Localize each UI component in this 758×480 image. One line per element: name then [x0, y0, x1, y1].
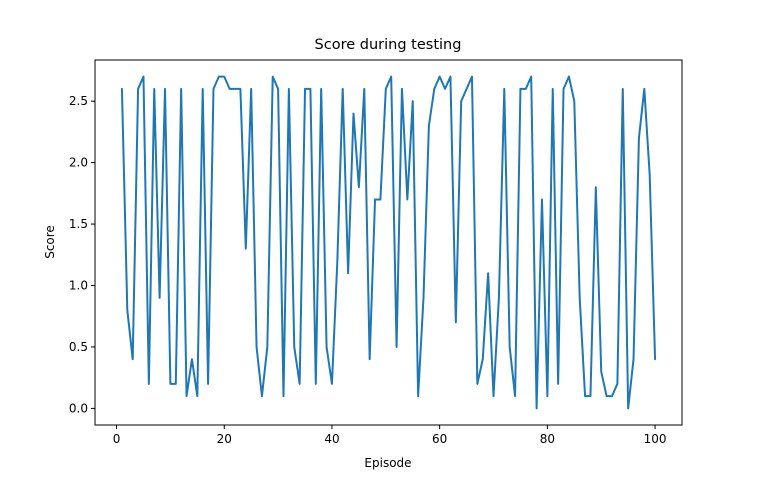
- y-tick-label: 2.0: [69, 156, 88, 170]
- x-tick-label: 80: [540, 432, 555, 446]
- x-tick-label: 0: [113, 432, 121, 446]
- axes-frame: [94, 59, 683, 426]
- series-line-0: [120, 75, 657, 410]
- x-tick-label: 60: [432, 432, 447, 446]
- x-axis-title: Episode: [364, 456, 411, 470]
- x-tick-label: 100: [644, 432, 667, 446]
- y-tick-label: 2.5: [69, 94, 88, 108]
- y-tick-label: 0.0: [69, 401, 88, 415]
- y-tick-label: 0.5: [69, 340, 88, 354]
- x-tick-label: 20: [217, 432, 232, 446]
- plot-area: 0 20 40 60 80 100 0.0 0.5 1.0 1.5 2.0 2.5: [69, 59, 683, 446]
- y-tick-label: 1.5: [69, 217, 88, 231]
- chart-title: Score during testing: [315, 37, 462, 53]
- y-axis-title: Score: [43, 225, 57, 259]
- y-tick-label: 1.0: [69, 279, 88, 293]
- x-tick-label: 40: [324, 432, 339, 446]
